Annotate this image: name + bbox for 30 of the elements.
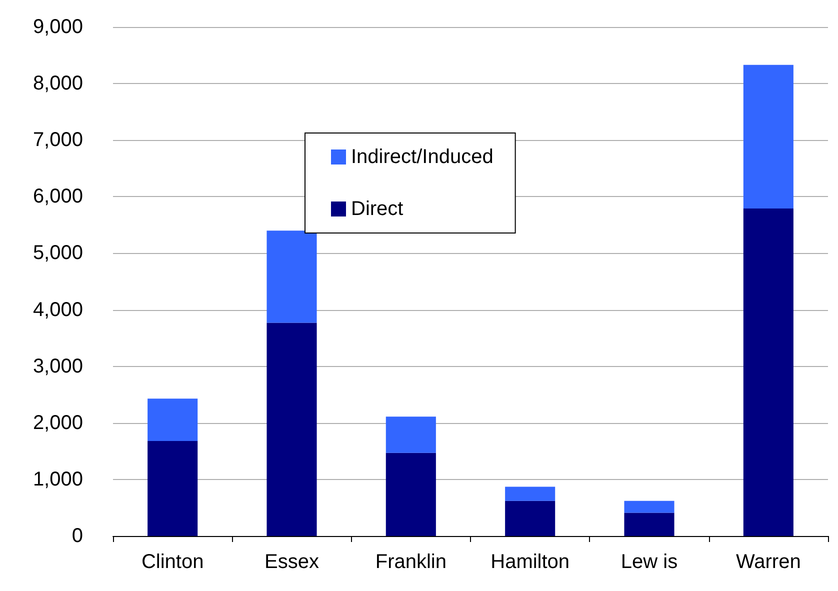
y-tick-label: 4,000 [32,298,83,321]
y-tick-label: 8,000 [32,72,83,95]
bar [266,230,317,323]
legend-label: Indirect/Induced [351,146,494,168]
bar [505,500,556,536]
bar [505,486,556,501]
bar [266,322,317,536]
x-tick-label: Essex [264,551,319,573]
y-tick-label: 5,000 [32,242,83,264]
bar [386,452,436,536]
bar [148,440,198,536]
bar [743,64,794,209]
y-tick-label: 2,000 [32,412,83,434]
x-tick-label: Franklin [375,551,446,573]
bar [148,398,198,441]
y-tick-label: 0 [72,525,83,547]
y-tick-label: 1,000 [32,468,83,490]
x-tick-label: Hamilton [490,551,570,573]
y-tick-label: 6,000 [32,186,83,208]
y-tick-label: 3,000 [32,355,83,378]
bar [386,416,436,453]
bar [624,500,674,513]
legend-label: Direct [351,198,404,220]
x-tick-label: Warren [736,551,801,573]
bar [624,512,674,536]
y-tick-label: 7,000 [32,129,83,152]
bar [743,208,794,536]
x-tick-label: Lew is [620,551,678,573]
y-tick-label: 9,000 [32,16,83,38]
x-tick-label: Clinton [141,551,204,573]
